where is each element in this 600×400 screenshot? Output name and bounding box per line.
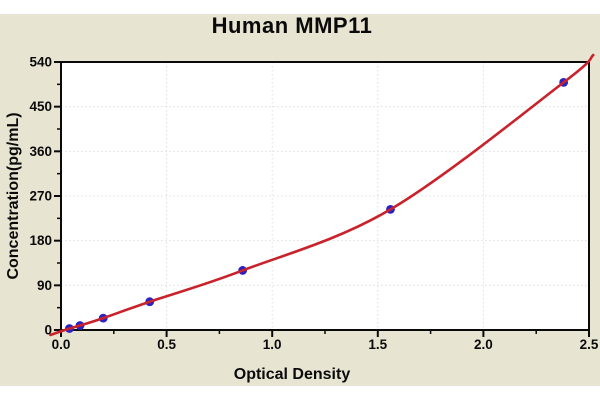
x-tick-label: 1.5: [368, 337, 387, 352]
x-tick-label: 1.0: [263, 337, 282, 352]
y-tick-label: 540: [29, 55, 52, 70]
y-tick-label: 450: [29, 99, 52, 114]
y-tick-label: 90: [37, 278, 52, 293]
y-tick-label: 180: [29, 233, 52, 248]
x-tick-label: 2.5: [580, 337, 599, 352]
y-tick-label: 270: [29, 189, 52, 204]
chart-title: Human MMP11: [212, 13, 373, 38]
x-axis-title: Optical Density: [234, 366, 351, 383]
standard-curve: [49, 53, 595, 337]
y-tick-label: 0: [44, 323, 52, 338]
x-tick-label: 0.5: [157, 337, 176, 352]
plot-frame: [60, 61, 590, 331]
x-tick-label: 0.0: [52, 337, 71, 352]
y-tick-label: 360: [29, 144, 52, 159]
x-tick-label: 2.0: [474, 337, 493, 352]
y-axis-title: Concentration(pg/mL): [5, 112, 22, 279]
